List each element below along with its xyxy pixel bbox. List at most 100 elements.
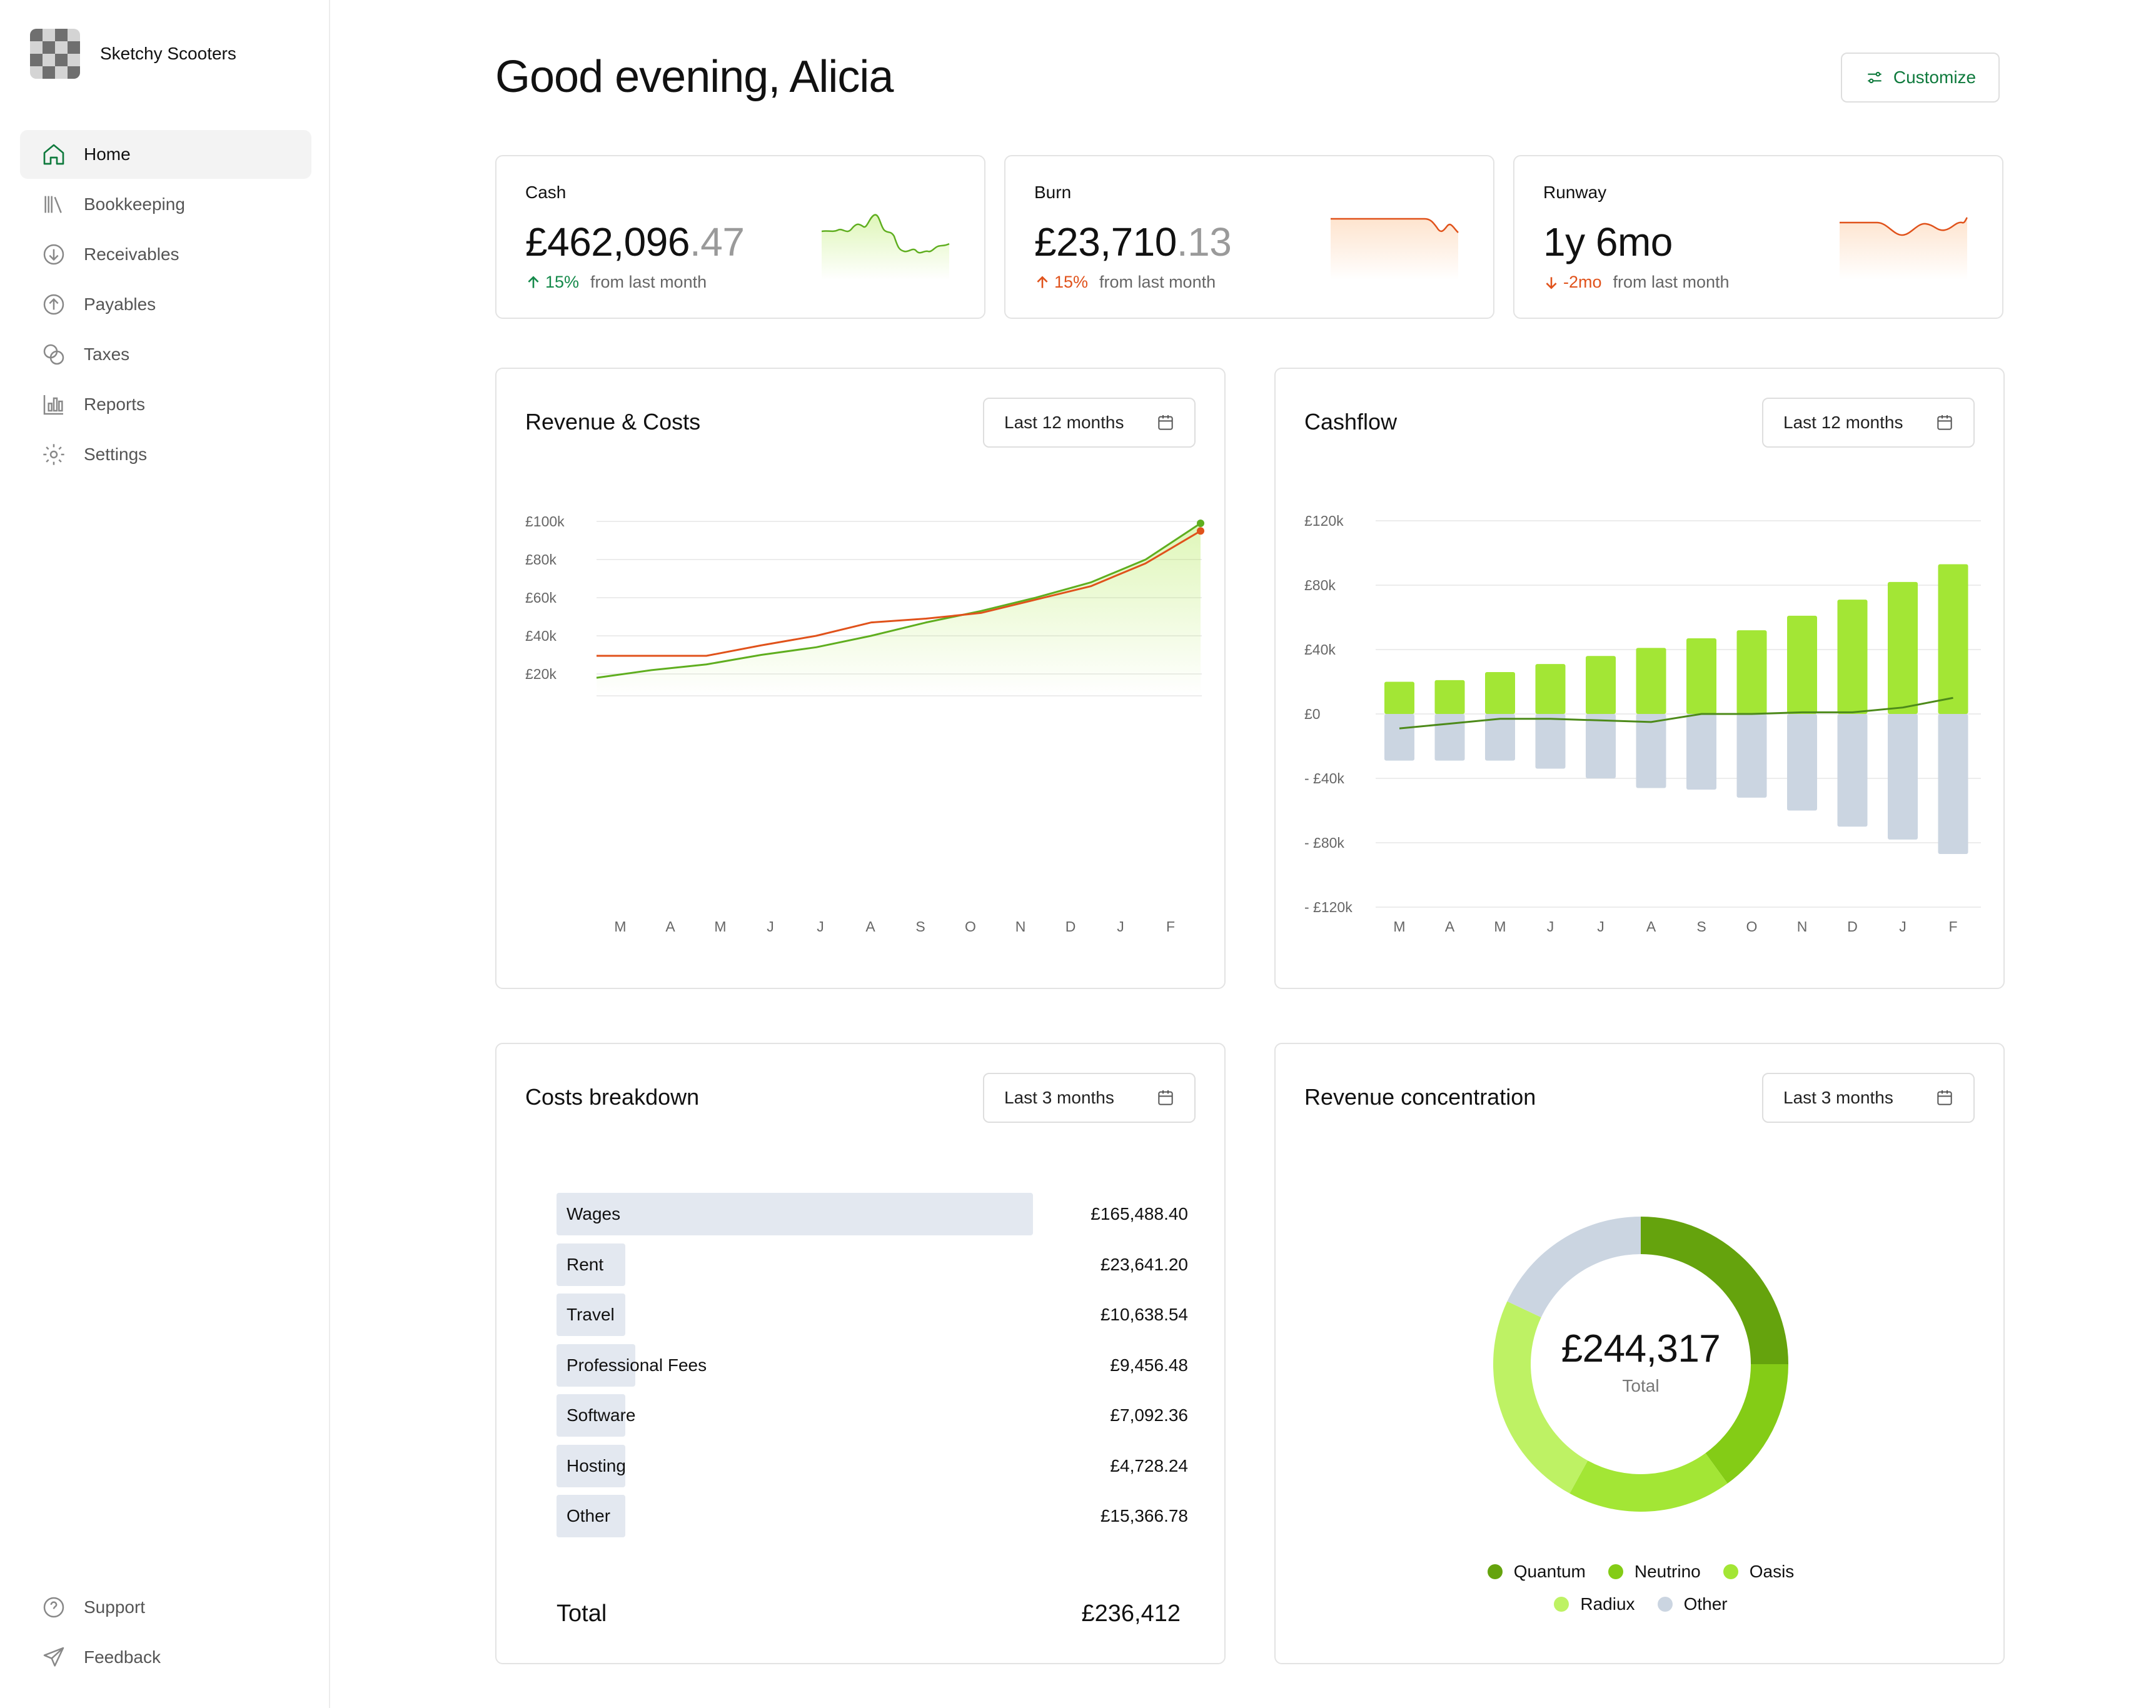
- cost-bar: [557, 1193, 1033, 1235]
- cost-value: £10,638.54: [1100, 1305, 1188, 1324]
- donut-center: £244,317 Total: [1516, 1327, 1766, 1396]
- x-tick-label: A: [1646, 918, 1656, 935]
- runway-sparkline: [1840, 217, 1968, 280]
- legend-item[interactable]: Oasis: [1723, 1562, 1794, 1582]
- revenue-costs-chart: £100k £80k £60k £40k £20k M A M J J A S O N D J F: [525, 513, 1204, 935]
- y-tick-label: £0: [1304, 706, 1321, 722]
- cost-row[interactable]: Other £15,366.78: [557, 1495, 1188, 1537]
- sidebar-item-label: Home: [84, 144, 131, 164]
- x-tick-label: F: [1166, 918, 1175, 935]
- customize-label: Customize: [1893, 68, 1977, 87]
- kpi-card-burn[interactable]: Burn £23,710.13 15% from last month: [1004, 155, 1494, 319]
- send-icon: [43, 1647, 64, 1667]
- x-tick-label: F: [1948, 918, 1957, 935]
- x-tick-label: N: [1797, 918, 1808, 935]
- net-line: [1399, 696, 1953, 730]
- cost-row[interactable]: Rent £23,641.20: [557, 1243, 1188, 1286]
- date-range-button[interactable]: Last 3 months: [1762, 1073, 1975, 1123]
- legend-item[interactable]: Radiux: [1554, 1594, 1635, 1614]
- books-icon: [44, 196, 62, 213]
- cost-row[interactable]: Professional Fees £9,456.48: [557, 1344, 1188, 1387]
- x-tick-label: A: [1445, 918, 1455, 935]
- sidebar-item-label: Reports: [84, 394, 146, 414]
- page-title: Good evening, Alicia: [495, 52, 894, 102]
- cost-label: Hosting: [567, 1455, 626, 1475]
- cost-bar: [557, 1243, 625, 1286]
- date-range-button[interactable]: Last 12 months: [983, 398, 1196, 448]
- donut-total-value: £244,317: [1561, 1327, 1721, 1370]
- cost-row[interactable]: Software £7,092.36: [557, 1394, 1188, 1437]
- inflow-bar: [1736, 630, 1767, 714]
- x-tick-label: J: [1117, 918, 1124, 935]
- cashflow-chart: £120k £80k £40k £0 - £40k - £80k - £120k M A M J J A…: [1304, 513, 1981, 935]
- y-tick-label: £40k: [525, 628, 557, 644]
- kpi-card-cash[interactable]: Cash £462,096.47 15% from last month: [495, 155, 985, 319]
- cost-bar: [557, 1444, 625, 1487]
- cash-sparkline: [822, 214, 950, 280]
- inflow-bar: [1787, 615, 1817, 714]
- x-tick-label: J: [1547, 918, 1554, 935]
- customize-button[interactable]: Customize: [1841, 53, 2000, 103]
- legend-item[interactable]: Neutrino: [1608, 1562, 1701, 1582]
- calendar-icon: [1158, 1090, 1173, 1105]
- main-nav: Home Bookkeeping Receivables Payables Ta…: [20, 130, 311, 480]
- sidebar-item-support[interactable]: Support: [20, 1583, 311, 1632]
- bar-chart-icon: [43, 395, 63, 415]
- kpi-card-runway[interactable]: Runway 1y 6mo -2mo from last month: [1513, 155, 2003, 319]
- x-tick-label: M: [1393, 918, 1405, 935]
- burn-sparkline: [1331, 218, 1459, 280]
- y-tick-label: £100k: [525, 513, 565, 530]
- arrow-up-icon: [1037, 275, 1048, 288]
- inflow-bar: [1384, 681, 1414, 714]
- cost-row[interactable]: Travel £10,638.54: [557, 1294, 1188, 1336]
- help-circle-icon: [43, 1597, 64, 1618]
- cost-value: £23,641.20: [1100, 1254, 1188, 1274]
- x-tick-label: A: [665, 918, 675, 935]
- sidebar-item-reports[interactable]: Reports: [20, 380, 311, 429]
- arrow-up-circle-icon: [43, 294, 64, 315]
- secondary-nav: Support Feedback: [20, 1583, 311, 1683]
- sidebar-item-payables[interactable]: Payables: [20, 280, 311, 329]
- legend-label: Quantum: [1513, 1562, 1586, 1581]
- sidebar-item-receivables[interactable]: Receivables: [20, 230, 311, 279]
- cost-row[interactable]: Wages £165,488.40: [557, 1193, 1188, 1235]
- cost-row[interactable]: Hosting £4,728.24: [557, 1444, 1188, 1487]
- kpi-delta: 15% from last month: [525, 273, 707, 292]
- sidebar-item-bookkeeping[interactable]: Bookkeeping: [20, 180, 311, 229]
- legend-item[interactable]: Quantum: [1487, 1562, 1586, 1582]
- sidebar-item-home[interactable]: Home: [20, 130, 311, 179]
- x-tick-label: O: [1746, 918, 1758, 935]
- series-line-revenue: [596, 522, 1201, 679]
- costs-breakdown-panel: Costs breakdown Last 3 months Wages £165,…: [495, 1043, 1226, 1664]
- sidebar-item-settings[interactable]: Settings: [20, 430, 311, 479]
- inflow-bar: [1586, 656, 1616, 714]
- sidebar-item-feedback[interactable]: Feedback: [20, 1633, 311, 1682]
- sidebar-item-taxes[interactable]: Taxes: [20, 330, 311, 379]
- donut-slice-quantum: [1641, 1217, 1788, 1364]
- x-tick-label: O: [965, 918, 976, 935]
- series-line-costs: [597, 530, 1201, 657]
- y-tick-label: £60k: [525, 590, 557, 606]
- company-switcher[interactable]: Sketchy Scooters: [30, 29, 236, 79]
- y-tick-label: £20k: [525, 666, 557, 682]
- cost-value: £4,728.24: [1110, 1455, 1188, 1475]
- cost-label: Rent: [567, 1254, 604, 1274]
- kpi-change: -2mo: [1543, 273, 1602, 292]
- donut-total-label: Total: [1622, 1376, 1660, 1395]
- donut-legend: Radiux Other: [1276, 1594, 2006, 1614]
- legend-item[interactable]: Other: [1657, 1594, 1728, 1614]
- y-tick-label: £80k: [525, 551, 557, 568]
- cost-bar: [557, 1294, 625, 1336]
- date-range-button[interactable]: Last 12 months: [1762, 398, 1975, 448]
- date-range-button[interactable]: Last 3 months: [983, 1073, 1196, 1123]
- sidebar-item-label: Feedback: [84, 1647, 161, 1667]
- inflow-bar: [1434, 680, 1465, 714]
- kpi-change: 15%: [1034, 273, 1088, 292]
- kpi-delta-suffix: from last month: [590, 273, 707, 291]
- cost-label: Software: [567, 1405, 636, 1425]
- donut-slice-neutrino: [1705, 1364, 1788, 1484]
- panel-title: Revenue & Costs: [525, 409, 701, 435]
- company-logo: [30, 29, 80, 79]
- revenue-donut-chart: [1493, 1217, 1788, 1512]
- cost-label: Other: [567, 1506, 611, 1525]
